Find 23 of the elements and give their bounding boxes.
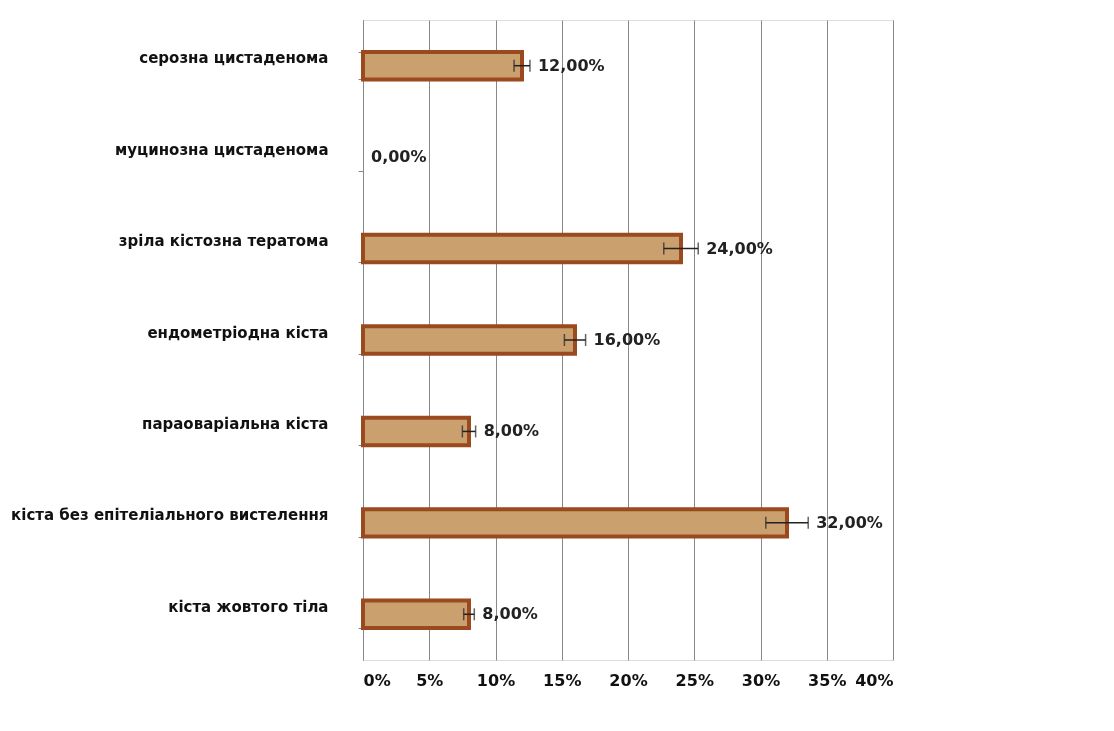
x-tick-label: 20% <box>609 670 648 690</box>
data-label: 24,00% <box>706 238 773 258</box>
data-label: 32,00% <box>816 512 883 532</box>
data-label: 0,00% <box>371 147 427 167</box>
x-tick-label: 30% <box>741 670 781 690</box>
data-label: 8,00% <box>483 421 540 441</box>
x-tick-label: 0% <box>363 670 391 690</box>
x-tick-label: 25% <box>675 670 714 690</box>
y-tick-label: кіста без епітеліального вистелення <box>11 506 329 525</box>
x-tick-label: 40% <box>855 670 894 690</box>
data-label: 16,00% <box>593 330 661 349</box>
y-tick-label: параоваріальна кіста <box>142 414 329 433</box>
y-tick-label: ендометріодна кіста <box>147 323 329 342</box>
y-tick-label: кіста жовтого тіла <box>168 597 329 616</box>
x-tick-label: 10% <box>476 670 516 690</box>
x-tick-label: 35% <box>808 670 847 690</box>
x-tick-label: 15% <box>543 670 582 690</box>
data-label: 8,00% <box>482 604 538 624</box>
y-tick-label: зріла кістозна тератома <box>118 232 329 251</box>
x-tick-label: 5% <box>416 670 444 690</box>
y-tick-label: серозна цистаденома <box>139 49 329 68</box>
y-tick-label: муцинозна цистаденома <box>115 140 329 159</box>
data-label: 12,00% <box>537 55 605 75</box>
